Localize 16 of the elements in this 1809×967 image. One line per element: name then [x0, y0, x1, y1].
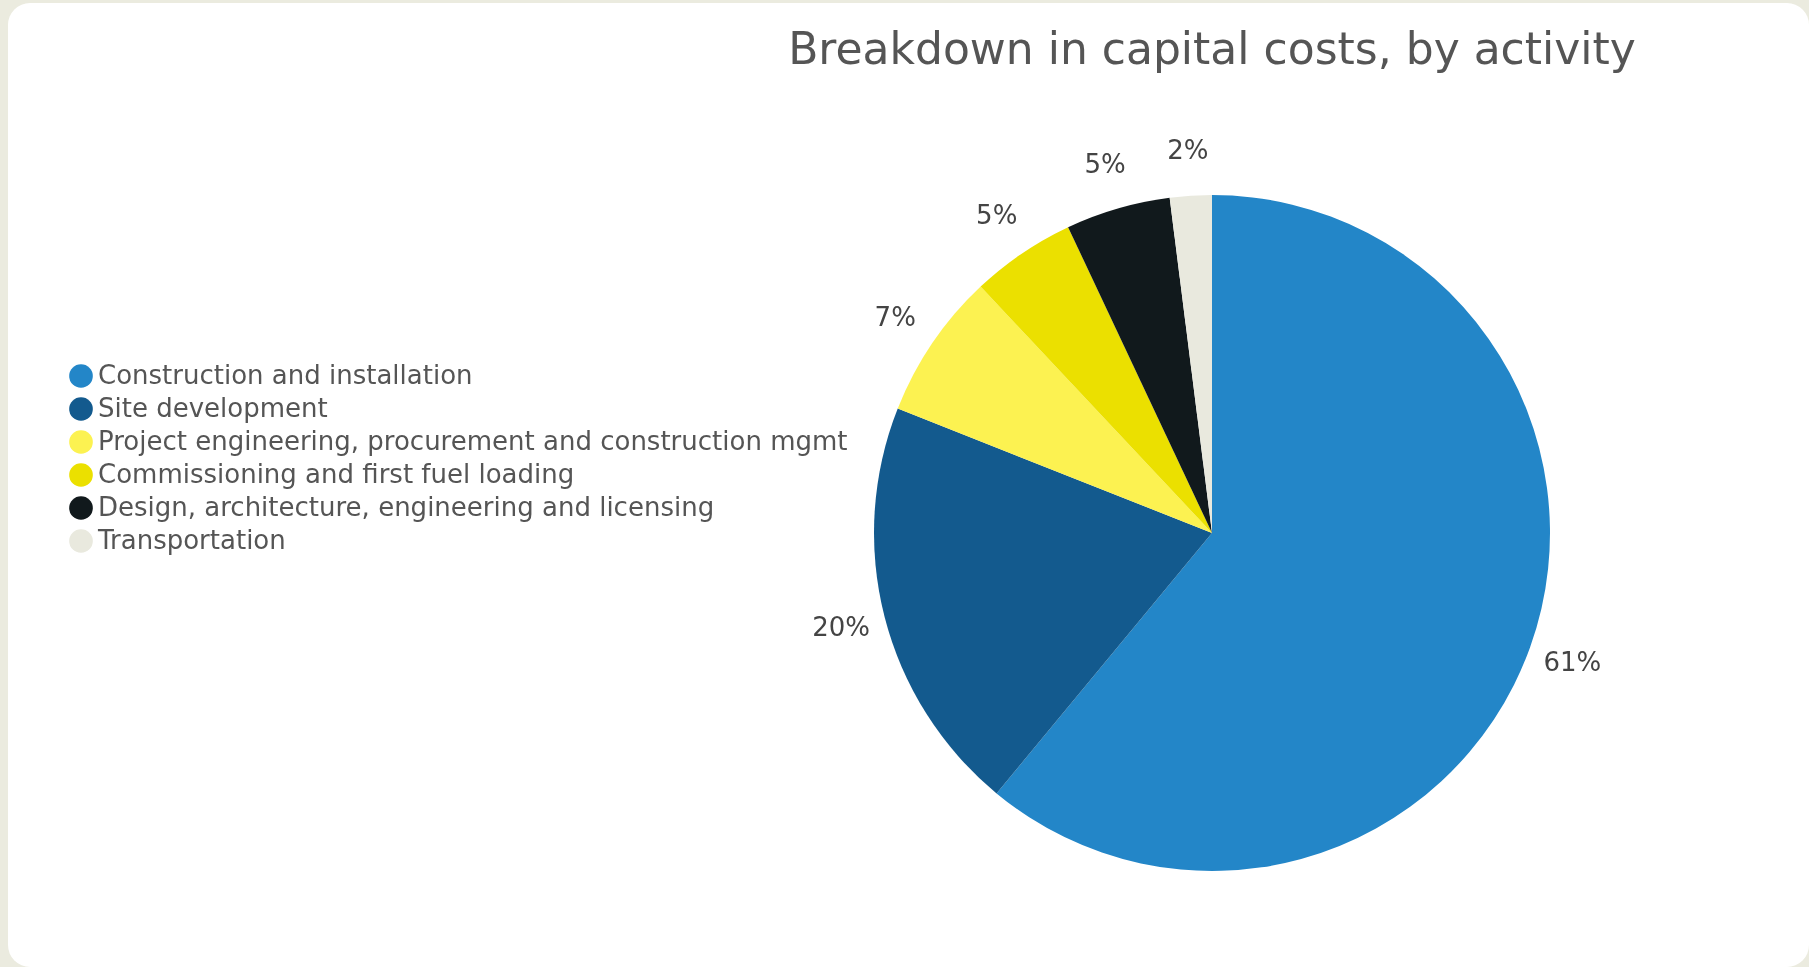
pie-slice — [980, 227, 1212, 533]
data-label: 20% — [812, 612, 870, 643]
data-label: 61% — [1543, 646, 1602, 677]
chart-title: Breakdown in capital costs, by activity — [788, 23, 1636, 74]
data-label: 7% — [874, 301, 916, 332]
legend-label: Commissioning and first fuel loading — [98, 459, 575, 489]
data-label: 2% — [1167, 134, 1209, 165]
data-label: 5% — [1084, 149, 1126, 180]
pie-slice — [874, 408, 1212, 794]
data-label: 5% — [976, 200, 1018, 231]
legend-label: Project engineering, procurement and construction mgmt — [98, 426, 848, 456]
legend-label: Construction and installation — [98, 360, 473, 390]
legend-label: Design, architecture, engineering and licensing — [98, 492, 715, 522]
legend-label: Transportation — [97, 525, 286, 555]
legend-label: Site development — [98, 393, 328, 423]
pie-slice — [1068, 197, 1212, 533]
